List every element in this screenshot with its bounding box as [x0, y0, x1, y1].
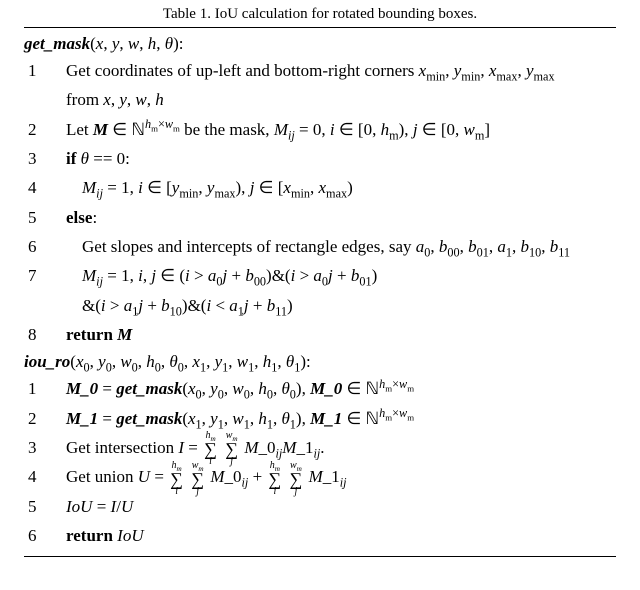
algo-line: 1Get coordinates of up-left and bottom-r… [24, 58, 616, 84]
algo-line: 3if θ == 0: [24, 146, 616, 172]
line-number: 3 [24, 435, 52, 461]
rule-bottom [24, 556, 616, 557]
line-body: Get intersection I = hm∑i wm∑j M_0ijM_1i… [52, 435, 616, 461]
func1-signature: get_mask(x, y, w, h, θ): [24, 34, 616, 54]
line-body: else: [52, 205, 616, 231]
algo-line: &(i > a1j + b10)&(i < a1j + b11) [24, 293, 616, 319]
line-number: 7 [24, 263, 52, 289]
rule-top [24, 27, 616, 28]
line-number: 2 [24, 406, 52, 432]
algo-line: 1M_0 = get_mask(x0, y0, w0, h0, θ0), M_0… [24, 376, 616, 402]
line-number: 5 [24, 494, 52, 520]
line-body: &(i > a1j + b10)&(i < a1j + b11) [52, 293, 616, 319]
func2-signature: iou_ro(x0, y0, w0, h0, θ0, x1, y1, w1, h… [24, 352, 616, 372]
algo-line: 4Get union U = hm∑i wm∑j M_0ij + hm∑i wm… [24, 464, 616, 490]
line-body: Mij = 1, i, j ∈ (i > a0j + b00)&(i > a0j… [52, 263, 616, 289]
algo-line: 6Get slopes and intercepts of rectangle … [24, 234, 616, 260]
line-body: if θ == 0: [52, 146, 616, 172]
line-body: from x, y, w, h [52, 87, 616, 113]
func1-args: (x, y, w, h, θ): [90, 34, 183, 53]
algo-line: 5IoU = I/U [24, 494, 616, 520]
algo-line: from x, y, w, h [24, 87, 616, 113]
algo-line: 7Mij = 1, i, j ∈ (i > a0j + b00)&(i > a0… [24, 263, 616, 289]
line-number: 1 [24, 58, 52, 84]
func1-body: 1Get coordinates of up-left and bottom-r… [24, 58, 616, 348]
line-number: 6 [24, 523, 52, 549]
line-number: 2 [24, 117, 52, 143]
func2-args: (x0, y0, w0, h0, θ0, x1, y1, w1, h1, θ1)… [70, 352, 310, 371]
line-body: Mij = 1, i ∈ [ymin, ymax), j ∈ [xmin, xm… [52, 175, 616, 201]
line-number: 4 [24, 175, 52, 201]
line-body: Let M ∈ ℕhm×wm be the mask, Mij = 0, i ∈… [52, 117, 616, 143]
algo-line: 2Let M ∈ ℕhm×wm be the mask, Mij = 0, i … [24, 117, 616, 143]
algo-line: 8return M [24, 322, 616, 348]
line-body: M_0 = get_mask(x0, y0, w0, h0, θ0), M_0 … [52, 376, 616, 402]
line-number: 8 [24, 322, 52, 348]
line-number: 5 [24, 205, 52, 231]
algo-line: 5else: [24, 205, 616, 231]
line-body: M_1 = get_mask(x1, y1, w1, h1, θ1), M_1 … [52, 406, 616, 432]
line-number: 3 [24, 146, 52, 172]
algorithm-table: Table 1. IoU calculation for rotated bou… [0, 0, 640, 590]
algo-line: 6return IoU [24, 523, 616, 549]
table-caption: Table 1. IoU calculation for rotated bou… [24, 6, 616, 23]
algo-line: 3Get intersection I = hm∑i wm∑j M_0ijM_1… [24, 435, 616, 461]
line-body: Get coordinates of up-left and bottom-ri… [52, 58, 616, 84]
line-body: Get union U = hm∑i wm∑j M_0ij + hm∑i wm∑… [52, 464, 616, 490]
algo-line: 2M_1 = get_mask(x1, y1, w1, h1, θ1), M_1… [24, 406, 616, 432]
func2-body: 1M_0 = get_mask(x0, y0, w0, h0, θ0), M_0… [24, 376, 616, 549]
func1-name: get_mask [24, 34, 90, 53]
line-number: 6 [24, 234, 52, 260]
algo-line: 4Mij = 1, i ∈ [ymin, ymax), j ∈ [xmin, x… [24, 175, 616, 201]
line-body: Get slopes and intercepts of rectangle e… [52, 234, 616, 260]
line-number: 4 [24, 464, 52, 490]
func2-name: iou_ro [24, 352, 70, 371]
line-number: 1 [24, 376, 52, 402]
line-body: return M [52, 322, 616, 348]
line-body: return IoU [52, 523, 616, 549]
line-body: IoU = I/U [52, 494, 616, 520]
